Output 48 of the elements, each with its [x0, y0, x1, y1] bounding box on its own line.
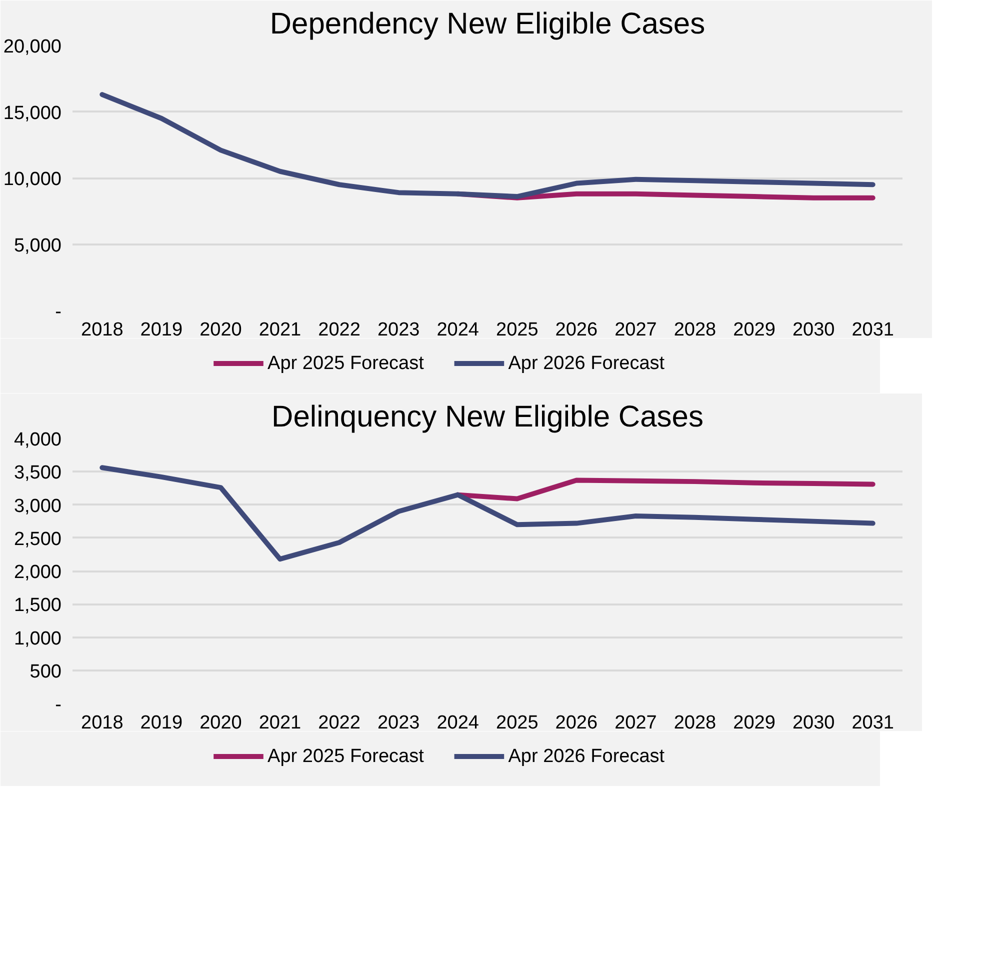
x-tick-label: 2026	[555, 712, 598, 734]
chart-title: Delinquency New Eligible Cases	[272, 400, 704, 434]
x-tick-label: 2020	[200, 320, 242, 340]
x-tick-label: 2018	[81, 712, 124, 734]
x-tick-label: 2021	[258, 712, 302, 734]
x-tick-label: 2021	[258, 320, 302, 340]
y-tick-label: 1,500	[14, 595, 62, 616]
x-tick-label: 2031	[852, 712, 894, 734]
chart-title: Dependency New Eligible Cases	[270, 8, 706, 40]
y-tick-label: -	[55, 694, 62, 716]
x-tick-label: 2027	[614, 712, 657, 734]
x-tick-label: 2023	[377, 320, 420, 340]
legend-label: Apr 2026 Forecast	[508, 353, 666, 374]
x-tick-label: 2019	[140, 320, 183, 340]
x-tick-label: 2020	[200, 712, 242, 734]
x-tick-label: 2029	[733, 320, 776, 340]
y-tick-label: 1,000	[14, 628, 62, 650]
y-tick-label: 500	[30, 661, 62, 682]
x-tick-label: 2029	[733, 712, 776, 734]
x-tick-label: 2022	[318, 320, 360, 340]
y-tick-label: -	[55, 302, 62, 322]
x-tick-label: 2030	[792, 320, 835, 340]
x-tick-label: 2024	[436, 712, 480, 734]
x-tick-label: 2019	[140, 712, 183, 734]
x-tick-label: 2018	[81, 320, 124, 340]
legend-label: Apr 2026 Forecast	[508, 746, 666, 767]
x-tick-label: 2022	[318, 712, 360, 734]
x-tick-label: 2025	[496, 320, 538, 340]
x-tick-label: 2031	[852, 320, 894, 340]
legend-label: Apr 2025 Forecast	[268, 353, 425, 374]
y-tick-label: 10,000	[3, 169, 62, 190]
y-tick-label: 5,000	[14, 235, 62, 256]
y-tick-label: 15,000	[3, 102, 62, 124]
x-tick-label: 2028	[674, 320, 716, 340]
x-tick-label: 2025	[496, 712, 538, 734]
x-tick-label: 2026	[555, 320, 598, 340]
x-tick-label: 2023	[377, 712, 420, 734]
y-tick-label: 2,000	[14, 562, 62, 583]
x-tick-label: 2030	[792, 712, 835, 734]
y-tick-label: 3,500	[14, 462, 62, 484]
y-tick-label: 4,000	[14, 430, 62, 450]
y-tick-label: 3,000	[14, 496, 62, 517]
y-tick-label: 20,000	[3, 36, 62, 58]
x-tick-label: 2027	[614, 320, 657, 340]
y-tick-label: 2,500	[14, 528, 62, 550]
x-tick-label: 2028	[674, 712, 716, 734]
x-tick-label: 2024	[436, 320, 480, 340]
legend-label: Apr 2025 Forecast	[268, 746, 425, 767]
